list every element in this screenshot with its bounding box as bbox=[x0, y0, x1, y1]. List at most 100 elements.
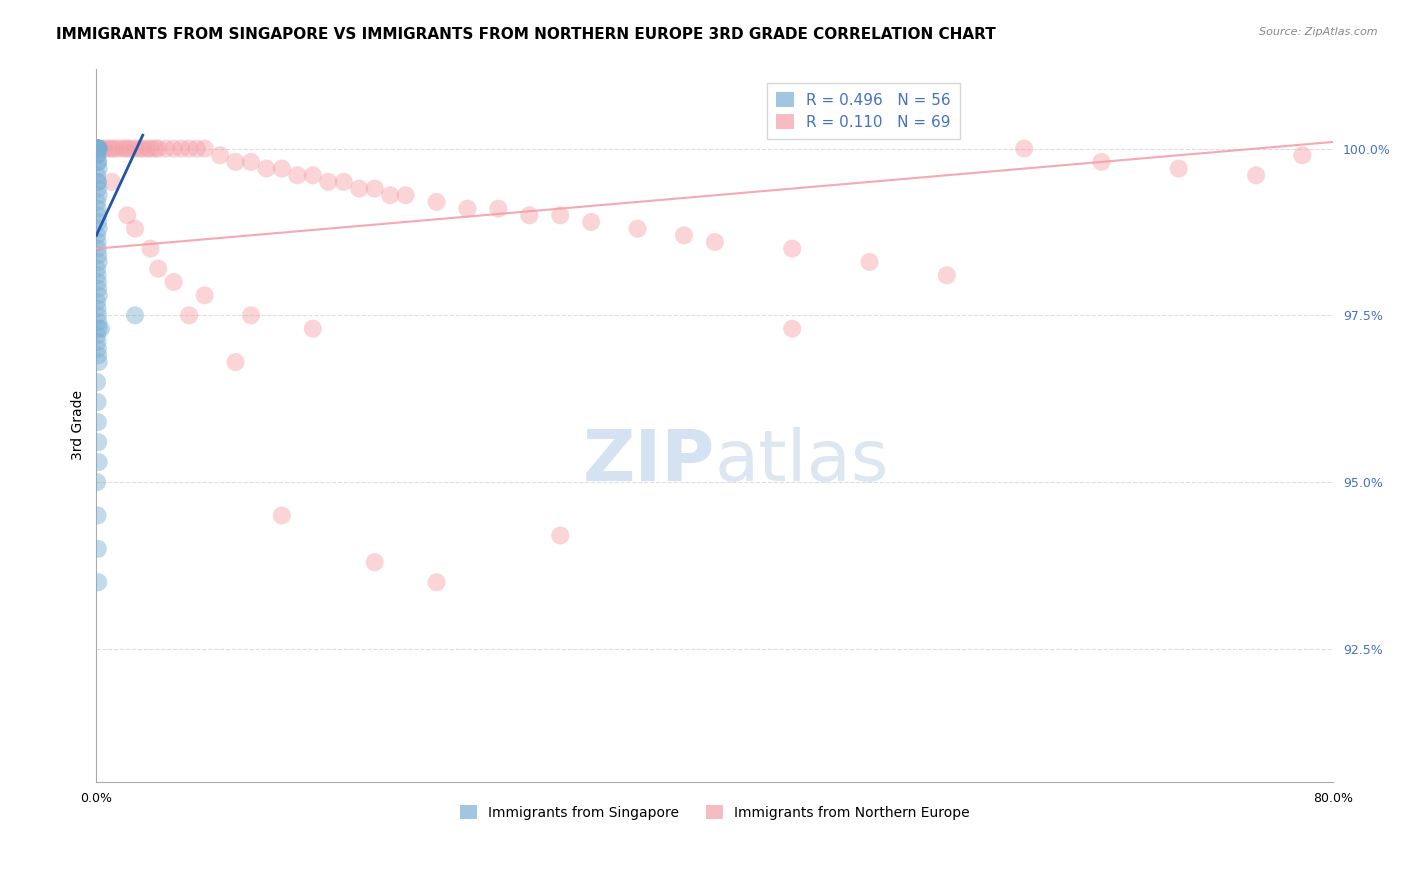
Immigrants from Northern Europe bbox=[132, 142, 155, 156]
Immigrants from Singapore bbox=[87, 282, 110, 296]
Immigrants from Northern Europe bbox=[93, 142, 115, 156]
Immigrants from Singapore bbox=[86, 148, 108, 162]
Immigrants from Singapore bbox=[87, 142, 110, 156]
Immigrants from Northern Europe bbox=[780, 321, 803, 335]
Immigrants from Northern Europe bbox=[935, 268, 957, 283]
Immigrants from Singapore bbox=[87, 342, 110, 356]
Immigrants from Singapore bbox=[87, 161, 110, 176]
Immigrants from Singapore bbox=[87, 181, 110, 195]
Immigrants from Northern Europe bbox=[101, 175, 124, 189]
Immigrants from Singapore bbox=[87, 175, 110, 189]
Y-axis label: 3rd Grade: 3rd Grade bbox=[72, 391, 86, 460]
Immigrants from Northern Europe bbox=[579, 215, 602, 229]
Immigrants from Singapore bbox=[87, 435, 110, 450]
Immigrants from Northern Europe bbox=[858, 255, 880, 269]
Immigrants from Singapore bbox=[87, 415, 110, 429]
Immigrants from Northern Europe bbox=[1012, 142, 1035, 156]
Immigrants from Singapore bbox=[87, 188, 110, 202]
Immigrants from Singapore bbox=[87, 155, 110, 169]
Immigrants from Northern Europe bbox=[136, 142, 159, 156]
Legend: Immigrants from Singapore, Immigrants from Northern Europe: Immigrants from Singapore, Immigrants fr… bbox=[454, 800, 976, 825]
Immigrants from Northern Europe bbox=[117, 142, 139, 156]
Immigrants from Singapore bbox=[87, 348, 110, 362]
Immigrants from Northern Europe bbox=[209, 148, 232, 162]
Immigrants from Singapore bbox=[87, 355, 110, 369]
Immigrants from Singapore bbox=[87, 288, 110, 302]
Immigrants from Singapore bbox=[87, 142, 110, 156]
Immigrants from Northern Europe bbox=[104, 142, 127, 156]
Immigrants from Singapore bbox=[86, 142, 108, 156]
Immigrants from Northern Europe bbox=[1090, 155, 1112, 169]
Text: ZIP: ZIP bbox=[582, 426, 714, 496]
Immigrants from Singapore bbox=[87, 215, 110, 229]
Immigrants from Northern Europe bbox=[179, 309, 201, 323]
Immigrants from Northern Europe bbox=[179, 142, 201, 156]
Immigrants from Northern Europe bbox=[124, 221, 146, 235]
Immigrants from Northern Europe bbox=[256, 161, 278, 176]
Immigrants from Northern Europe bbox=[780, 242, 803, 256]
Immigrants from Northern Europe bbox=[120, 142, 142, 156]
Immigrants from Singapore bbox=[86, 142, 108, 156]
Immigrants from Northern Europe bbox=[456, 202, 478, 216]
Immigrants from Northern Europe bbox=[240, 155, 263, 169]
Immigrants from Northern Europe bbox=[302, 168, 325, 182]
Immigrants from Singapore bbox=[86, 142, 108, 156]
Text: atlas: atlas bbox=[714, 426, 889, 496]
Immigrants from Northern Europe bbox=[108, 142, 131, 156]
Immigrants from Singapore bbox=[87, 321, 110, 335]
Immigrants from Northern Europe bbox=[287, 168, 309, 182]
Immigrants from Northern Europe bbox=[302, 321, 325, 335]
Immigrants from Northern Europe bbox=[186, 142, 208, 156]
Immigrants from Northern Europe bbox=[117, 208, 139, 222]
Immigrants from Northern Europe bbox=[128, 142, 150, 156]
Immigrants from Northern Europe bbox=[271, 161, 294, 176]
Immigrants from Singapore bbox=[86, 235, 108, 249]
Immigrants from Singapore bbox=[87, 248, 110, 262]
Immigrants from Singapore bbox=[87, 208, 110, 222]
Immigrants from Northern Europe bbox=[486, 202, 509, 216]
Immigrants from Northern Europe bbox=[194, 288, 217, 302]
Immigrants from Northern Europe bbox=[194, 142, 217, 156]
Immigrants from Northern Europe bbox=[316, 175, 339, 189]
Immigrants from Northern Europe bbox=[240, 309, 263, 323]
Immigrants from Singapore bbox=[86, 395, 108, 409]
Immigrants from Northern Europe bbox=[378, 188, 401, 202]
Immigrants from Singapore bbox=[87, 575, 110, 590]
Immigrants from Singapore bbox=[86, 301, 108, 316]
Immigrants from Singapore bbox=[87, 142, 110, 156]
Immigrants from Singapore bbox=[86, 328, 108, 343]
Immigrants from Singapore bbox=[87, 142, 110, 156]
Immigrants from Singapore bbox=[86, 508, 108, 523]
Immigrants from Northern Europe bbox=[139, 142, 162, 156]
Immigrants from Northern Europe bbox=[394, 188, 416, 202]
Immigrants from Northern Europe bbox=[139, 242, 162, 256]
Immigrants from Singapore bbox=[87, 315, 110, 329]
Immigrants from Singapore bbox=[87, 541, 110, 556]
Immigrants from Singapore bbox=[86, 261, 108, 276]
Immigrants from Singapore bbox=[86, 375, 108, 389]
Immigrants from Northern Europe bbox=[170, 142, 193, 156]
Immigrants from Northern Europe bbox=[148, 261, 170, 276]
Immigrants from Northern Europe bbox=[271, 508, 294, 523]
Immigrants from Singapore bbox=[90, 321, 112, 335]
Immigrants from Northern Europe bbox=[112, 142, 135, 156]
Immigrants from Northern Europe bbox=[425, 575, 447, 590]
Text: IMMIGRANTS FROM SINGAPORE VS IMMIGRANTS FROM NORTHERN EUROPE 3RD GRADE CORRELATI: IMMIGRANTS FROM SINGAPORE VS IMMIGRANTS … bbox=[56, 27, 995, 42]
Immigrants from Singapore bbox=[86, 475, 108, 490]
Immigrants from Northern Europe bbox=[225, 355, 247, 369]
Immigrants from Northern Europe bbox=[163, 275, 186, 289]
Immigrants from Northern Europe bbox=[87, 142, 110, 156]
Immigrants from Northern Europe bbox=[90, 142, 112, 156]
Text: Source: ZipAtlas.com: Source: ZipAtlas.com bbox=[1260, 27, 1378, 37]
Immigrants from Northern Europe bbox=[143, 142, 166, 156]
Immigrants from Northern Europe bbox=[672, 228, 695, 243]
Immigrants from Northern Europe bbox=[425, 194, 447, 209]
Immigrants from Singapore bbox=[87, 155, 110, 169]
Immigrants from Singapore bbox=[86, 148, 108, 162]
Immigrants from Singapore bbox=[86, 268, 108, 283]
Immigrants from Singapore bbox=[86, 194, 108, 209]
Immigrants from Northern Europe bbox=[155, 142, 177, 156]
Immigrants from Singapore bbox=[86, 228, 108, 243]
Immigrants from Singapore bbox=[86, 202, 108, 216]
Immigrants from Singapore bbox=[87, 309, 110, 323]
